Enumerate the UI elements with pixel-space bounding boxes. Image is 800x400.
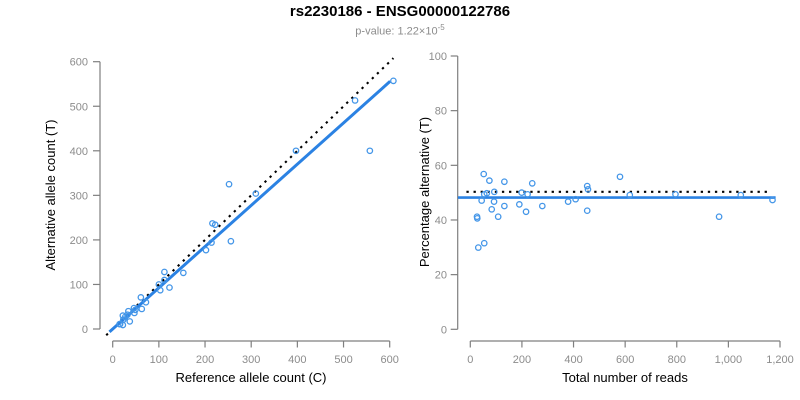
- x-tick-label: 400: [564, 354, 582, 366]
- data-point: [131, 306, 139, 314]
- right-y-axis-title: Percentage alternative (T): [417, 117, 432, 267]
- data-point: [366, 147, 374, 155]
- data-point: [155, 281, 163, 288]
- data-point: [538, 202, 546, 210]
- y-tick-label: 20: [435, 270, 447, 282]
- p-value-text: p-value: 1.22×10: [355, 25, 438, 38]
- data-point: [522, 208, 530, 216]
- data-point: [564, 198, 572, 206]
- data-point: [137, 294, 145, 301]
- data-point: [179, 269, 187, 277]
- identity-line: [105, 57, 395, 336]
- data-point: [142, 298, 150, 306]
- data-point: [528, 180, 536, 187]
- y-tick-label: 500: [70, 101, 88, 113]
- data-point: [490, 198, 498, 206]
- y-tick-label: 60: [435, 160, 447, 172]
- p-value-subtitle: p-value: 1.22×10-5: [0, 23, 800, 38]
- x-tick-label: 600: [381, 354, 399, 366]
- y-tick-label: 80: [435, 106, 447, 118]
- data-point: [524, 190, 531, 198]
- left-y-axis-title: Alternative allele count (T): [43, 119, 58, 270]
- data-point: [737, 191, 745, 199]
- data-point: [208, 239, 215, 246]
- x-tick-label: 100: [150, 354, 168, 366]
- data-point: [227, 237, 235, 245]
- data-point: [626, 191, 634, 199]
- data-point: [156, 286, 164, 294]
- y-tick-label: 0: [441, 324, 447, 336]
- y-tick-label: 400: [70, 146, 88, 158]
- data-point: [490, 188, 498, 196]
- data-point: [483, 189, 491, 197]
- x-tick-label: 600: [616, 354, 634, 366]
- data-point: [715, 213, 723, 221]
- x-tick-label: 200: [513, 354, 531, 366]
- data-point: [583, 207, 591, 215]
- data-point: [486, 177, 493, 184]
- data-point: [480, 170, 488, 178]
- left-x-axis-title: Reference allele count (C): [175, 370, 326, 385]
- data-point: [161, 268, 168, 276]
- x-tick-label: 200: [196, 354, 214, 366]
- data-point: [225, 180, 233, 188]
- data-point: [124, 311, 131, 319]
- data-point: [125, 307, 132, 315]
- y-tick-label: 100: [429, 51, 447, 63]
- data-point: [494, 213, 502, 221]
- y-tick-label: 0: [82, 324, 88, 336]
- x-tick-label: 800: [668, 354, 686, 366]
- x-tick-label: 1,000: [715, 354, 743, 366]
- p-value-exponent: -5: [437, 23, 445, 32]
- data-point: [515, 201, 523, 208]
- x-tick-label: 0: [467, 354, 473, 366]
- data-point: [488, 205, 496, 213]
- data-point: [672, 190, 679, 198]
- y-tick-label: 200: [70, 235, 88, 247]
- x-tick-label: 1,200: [766, 354, 794, 366]
- y-tick-label: 100: [70, 279, 88, 291]
- data-point: [616, 173, 624, 181]
- x-tick-label: 400: [288, 354, 306, 366]
- data-point: [390, 77, 397, 85]
- fit-line: [108, 80, 392, 334]
- x-tick-label: 0: [110, 354, 116, 366]
- left-scatter-plot: 0 100 200 300 400 500 600 0 100 200 300 400 500 600: [70, 57, 399, 366]
- right-x-axis-title: Total number of reads: [562, 370, 688, 385]
- data-point: [584, 186, 592, 193]
- y-tick-label: 300: [70, 190, 88, 202]
- data-point: [161, 276, 168, 284]
- data-point: [202, 246, 210, 254]
- data-point: [252, 190, 260, 197]
- data-point: [473, 214, 481, 222]
- data-point: [474, 244, 482, 251]
- x-tick-label: 500: [334, 354, 352, 366]
- data-point: [351, 97, 359, 104]
- data-point: [518, 189, 526, 196]
- data-point: [478, 197, 486, 204]
- x-tick-label: 300: [242, 354, 260, 366]
- data-point: [166, 284, 173, 291]
- data-point: [211, 221, 219, 229]
- y-tick-label: 40: [435, 215, 447, 227]
- data-point: [769, 196, 776, 204]
- data-point: [131, 309, 138, 317]
- data-point: [480, 239, 488, 247]
- data-point: [292, 147, 300, 155]
- data-point: [501, 178, 508, 186]
- data-point: [501, 202, 508, 210]
- right-scatter-plot: 0 20 40 60 80 100 0 200 400 600 800 1,000 1,200: [429, 51, 794, 366]
- data-point: [138, 305, 146, 313]
- page-title: rs2230186 - ENSG00000122786: [289, 3, 511, 20]
- y-tick-label: 600: [70, 57, 88, 69]
- data-point: [583, 182, 591, 190]
- data-point: [572, 195, 579, 203]
- data-point: [126, 318, 134, 325]
